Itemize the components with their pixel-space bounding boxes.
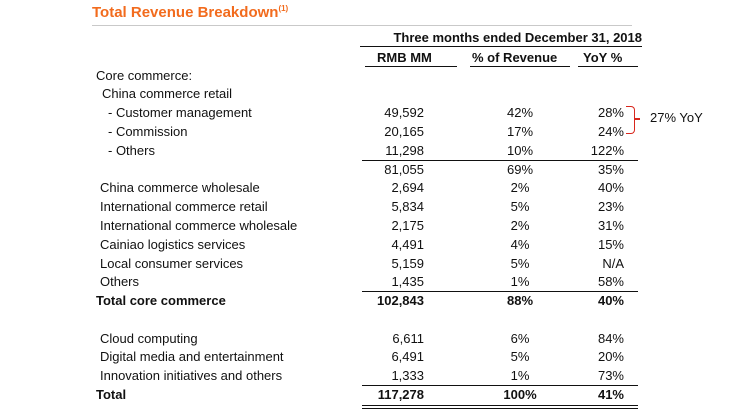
pct-value: 1% xyxy=(510,274,530,289)
yoy-value: 84% xyxy=(597,331,624,346)
rmb-value: 1,435 xyxy=(391,274,424,289)
row-label: Innovation initiatives and others xyxy=(100,368,283,383)
pct-value: 42% xyxy=(506,105,534,120)
title-divider xyxy=(92,25,632,26)
rmb-value: 49,592 xyxy=(384,105,424,120)
pct-value: 6% xyxy=(510,331,530,346)
yoy-value: 31% xyxy=(597,218,624,233)
pct-value: 5% xyxy=(510,199,530,214)
yoy-value: 20% xyxy=(597,349,624,364)
yoy-value: N/A xyxy=(602,256,624,271)
pct-value: 5% xyxy=(510,256,530,271)
page-title: Total Revenue Breakdown(1) xyxy=(92,4,289,21)
pct-value: 17% xyxy=(506,124,534,139)
rmb-value: 102,843 xyxy=(377,293,424,308)
table-row: Digital media and entertainment 6,491 5%… xyxy=(0,348,750,366)
section-heading-row: Core commerce: xyxy=(0,67,750,85)
pct-value: 69% xyxy=(506,162,534,177)
row-label: - Commission xyxy=(108,124,188,139)
pct-value: 2% xyxy=(510,218,530,233)
annotation-note: 27% YoY xyxy=(650,110,703,125)
yoy-value: 122% xyxy=(590,143,624,158)
table-row: Others 1,435 1% 58% xyxy=(0,273,750,291)
rmb-value: 20,165 xyxy=(384,124,424,139)
section-heading: Core commerce: xyxy=(96,68,193,83)
rmb-value: 81,055 xyxy=(384,162,424,177)
row-label: Cainiao logistics services xyxy=(100,237,246,252)
pct-value: 88% xyxy=(506,293,534,308)
double-underline-bottom xyxy=(362,408,638,409)
row-label: Cloud computing xyxy=(100,331,198,346)
table-row: - Commission 20,165 17% 24% xyxy=(0,123,750,141)
row-label: Digital media and entertainment xyxy=(100,349,284,364)
bracket-annotation xyxy=(626,106,635,134)
double-underline-top xyxy=(362,405,638,406)
row-label: Others xyxy=(100,274,140,289)
row-label: Local consumer services xyxy=(100,256,244,271)
column-header-rmb: RMB MM xyxy=(377,50,432,65)
row-label: China commerce wholesale xyxy=(100,180,260,195)
row-label: - Others xyxy=(108,143,155,158)
yoy-value: 23% xyxy=(597,199,624,214)
subsection-heading-row: China commerce retail xyxy=(0,85,750,103)
period-header: Three months ended December 31, 2018 xyxy=(393,30,642,45)
rmb-value: 6,611 xyxy=(392,331,424,346)
pct-value: 1% xyxy=(510,368,530,383)
pct-value: 4% xyxy=(510,237,530,252)
table-row: International commerce wholesale 2,175 2… xyxy=(0,217,750,235)
row-label: Total core commerce xyxy=(96,293,226,308)
table-row: - Others 11,298 10% 122% xyxy=(0,142,750,160)
yoy-value: 41% xyxy=(597,387,624,402)
yoy-value: 40% xyxy=(597,180,624,195)
pct-value: 10% xyxy=(506,143,534,158)
column-header-pct: % of Revenue xyxy=(472,50,558,65)
table-row: International commerce retail 5,834 5% 2… xyxy=(0,198,750,216)
rmb-value: 6,491 xyxy=(391,349,424,364)
rmb-value: 117,278 xyxy=(377,387,424,402)
rmb-value: 2,175 xyxy=(391,218,424,233)
table-row: China commerce wholesale 2,694 2% 40% xyxy=(0,179,750,197)
total-core-commerce-row: Total core commerce 102,843 88% 40% xyxy=(0,292,750,310)
yoy-value: 73% xyxy=(597,368,624,383)
table-row: Cainiao logistics services 4,491 4% 15% xyxy=(0,236,750,254)
total-core-rule xyxy=(362,291,638,292)
row-label: International commerce retail xyxy=(100,199,268,214)
footnote-marker: (1) xyxy=(278,4,289,13)
yoy-value: 58% xyxy=(597,274,624,289)
column-underline-rmb xyxy=(365,66,457,67)
row-label: International commerce wholesale xyxy=(100,218,298,233)
row-label: Total xyxy=(96,387,127,402)
rmb-value: 5,159 xyxy=(391,256,424,271)
rmb-value: 4,491 xyxy=(391,237,424,252)
row-label: - Customer management xyxy=(108,105,252,120)
pct-value: 2% xyxy=(510,180,530,195)
rmb-value: 11,298 xyxy=(385,143,424,158)
bracket-tick xyxy=(635,118,640,120)
subtotal-rule xyxy=(362,160,638,161)
table-row: Cloud computing 6,611 6% 84% xyxy=(0,330,750,348)
table-row: - Customer management 49,592 42% 28% xyxy=(0,104,750,122)
subtotal-row: 81,055 69% 35% xyxy=(0,161,750,179)
rmb-value: 1,333 xyxy=(391,368,424,383)
table-row: Innovation initiatives and others 1,333 … xyxy=(0,367,750,385)
yoy-value: 40% xyxy=(597,293,624,308)
subsection-heading: China commerce retail xyxy=(102,86,233,101)
rmb-value: 5,834 xyxy=(391,199,424,214)
column-underline-yoy xyxy=(578,66,638,67)
column-underline-pct xyxy=(470,66,570,67)
pct-value: 5% xyxy=(510,349,530,364)
grand-total-rule xyxy=(362,385,638,386)
period-underline xyxy=(360,46,642,47)
yoy-value: 24% xyxy=(597,124,624,139)
yoy-value: 35% xyxy=(597,162,624,177)
column-header-yoy: YoY % xyxy=(583,50,623,65)
pct-value: 100% xyxy=(503,387,537,402)
rmb-value: 2,694 xyxy=(391,180,424,195)
table-row: Local consumer services 5,159 5% N/A xyxy=(0,255,750,273)
yoy-value: 28% xyxy=(597,105,624,120)
yoy-value: 15% xyxy=(597,237,624,252)
grand-total-row: Total 117,278 100% 41% xyxy=(0,386,750,404)
